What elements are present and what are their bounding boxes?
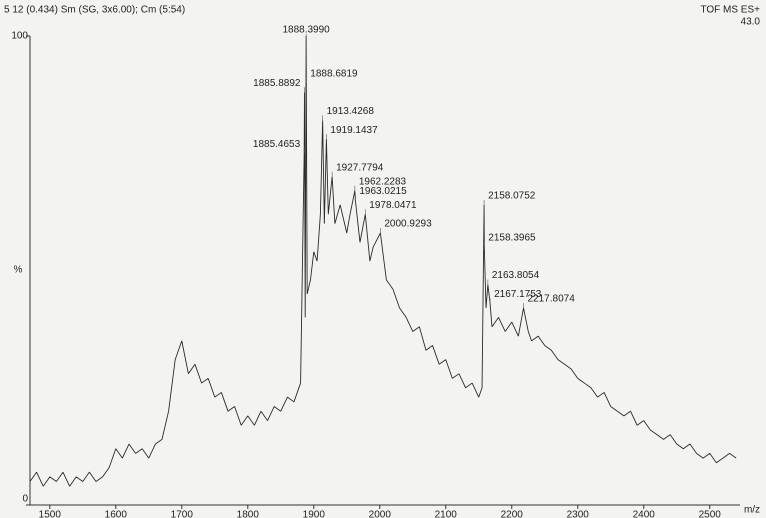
peak-label: 1888.3990 <box>282 25 330 36</box>
spectrum-line <box>29 35 737 487</box>
peak-label: 1888.6819 <box>310 69 358 80</box>
peak-label: 2158.3965 <box>488 233 536 244</box>
peak-label: 1919.1437 <box>330 125 378 136</box>
x-tick-label: 2300 <box>567 510 590 518</box>
peak-label: 1963.0215 <box>359 186 407 197</box>
peak-label: 2000.9293 <box>384 219 432 230</box>
peak-label: 1885.8892 <box>253 78 301 89</box>
x-axis-label: m/z <box>744 505 760 516</box>
peak-label: 2158.0752 <box>488 190 536 201</box>
instrument: TOF MS ES+ <box>700 5 760 16</box>
peak-label: 1927.7794 <box>336 162 384 173</box>
x-tick-label: 1900 <box>303 510 326 518</box>
x-tick-label: 2000 <box>369 510 392 518</box>
x-tick-label: 2200 <box>501 510 524 518</box>
peak-label: 2163.8054 <box>492 270 540 281</box>
x-tick-label: 1500 <box>39 510 62 518</box>
x-tick-label: 2500 <box>699 510 722 518</box>
x-tick-label: 1800 <box>237 510 260 518</box>
x-tick-label: 2400 <box>633 510 656 518</box>
peak-label: 1978.0471 <box>369 200 417 211</box>
header: 5 12 (0.434) Sm (SG, 3x6.00); Cm (5:54) <box>4 5 185 16</box>
intensity: 43.0 <box>741 17 761 28</box>
y-tick-label: 0 <box>22 494 28 505</box>
x-tick-label: 2100 <box>435 510 458 518</box>
x-tick-label: 1700 <box>171 510 194 518</box>
peak-label: 2217.8074 <box>528 294 576 305</box>
x-tick-label: 1600 <box>105 510 128 518</box>
peak-label: 1913.4268 <box>327 106 375 117</box>
peak-label: 2167.1753 <box>494 289 542 300</box>
y-axis-label: % <box>14 265 23 276</box>
peak-label: 1885.4653 <box>253 139 301 150</box>
peak-label: 1962.2283 <box>359 176 407 187</box>
y-tick-label: 100 <box>11 31 28 42</box>
